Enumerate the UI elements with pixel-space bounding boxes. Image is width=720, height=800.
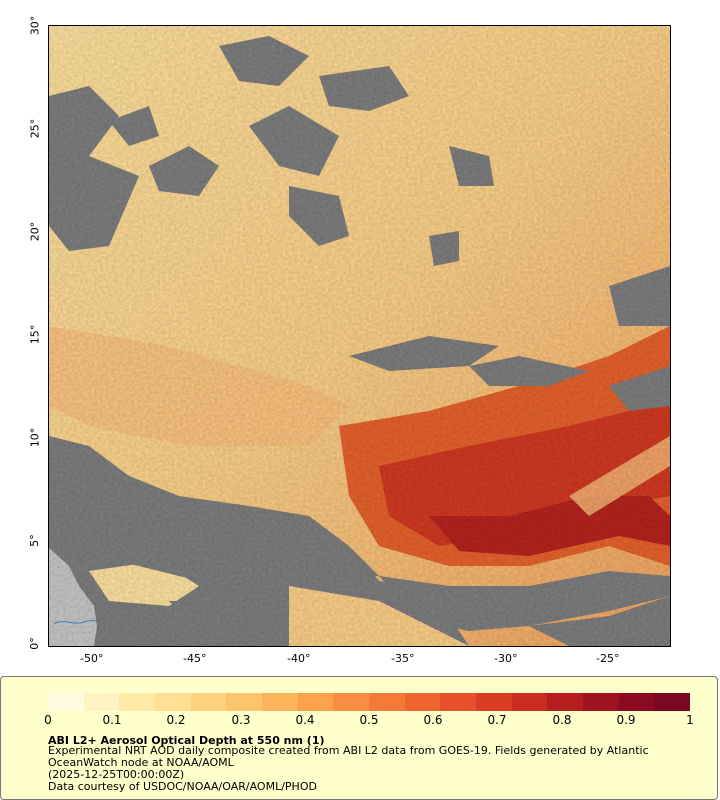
- colorbar-segment: [654, 693, 691, 711]
- colorbar-segment: [333, 693, 370, 711]
- colorbar-segment: [476, 693, 512, 711]
- colorbar-segment: [511, 693, 548, 711]
- y-tick-label: 25°: [28, 118, 42, 139]
- x-tick-label: -30°: [494, 652, 518, 665]
- colorbar-segment: [155, 693, 191, 711]
- colorbar-tick-label: 0.9: [616, 713, 636, 727]
- colorbar-segment: [583, 693, 619, 711]
- colorbar-segment: [618, 693, 655, 711]
- colorbar-segment: [547, 693, 584, 711]
- colorbar-segment: [404, 693, 441, 711]
- colorbar-tick-label: 0.2: [166, 713, 186, 727]
- y-tick-label: 30°: [28, 15, 42, 36]
- colorbar-tick-label: 0.6: [423, 713, 443, 727]
- x-tick-label: -40°: [287, 652, 311, 665]
- colorbar-segment: [369, 693, 405, 711]
- x-tick-label: -50°: [80, 652, 104, 665]
- colorbar-tick-label: 0.7: [487, 713, 507, 727]
- x-tick-label: -45°: [183, 652, 207, 665]
- y-tick-label: 15°: [28, 324, 42, 345]
- colorbar-tick-label: 0.8: [552, 713, 572, 727]
- colorbar-segment: [190, 693, 227, 711]
- colorbar-tick-label: 0.5: [359, 713, 379, 727]
- colorbar-tick-label: 0.1: [102, 713, 122, 727]
- legend-timestamp: (2025-12-25T00:00:00Z): [48, 768, 185, 781]
- colorbar: [48, 693, 691, 711]
- y-tick-label: 0°: [27, 637, 41, 650]
- colorbar-segment: [440, 693, 477, 711]
- colorbar-segment: [48, 693, 84, 711]
- y-tick-label: 5°: [27, 534, 41, 547]
- y-tick-label: 10°: [28, 427, 42, 448]
- map-panel: [48, 25, 671, 647]
- colorbar-tick-label: 0: [44, 713, 52, 727]
- legend-credit: Data courtesy of USDOC/NOAA/OAR/AOML/PHO…: [48, 780, 317, 793]
- y-tick-label: 20°: [28, 221, 42, 242]
- legend-description-2: OceanWatch node at NOAA/AOML: [48, 756, 234, 769]
- colorbar-segment: [297, 693, 334, 711]
- colorbar-segment: [83, 693, 120, 711]
- colorbar-segment: [226, 693, 263, 711]
- legend-description-1: Experimental NRT AOD daily composite cre…: [48, 744, 649, 757]
- colorbar-tick-label: 1: [686, 713, 694, 727]
- x-tick-label: -25°: [596, 652, 620, 665]
- x-tick-label: -35°: [391, 652, 415, 665]
- colorbar-tick-label: 0.4: [295, 713, 315, 727]
- legend-panel: 0 0.1 0.2 0.3 0.4 0.5 0.6 0.7 0.8 0.9 1 …: [0, 676, 718, 800]
- legend-title: ABI L2+ Aerosol Optical Depth at 550 nm …: [48, 734, 325, 747]
- colorbar-segment: [262, 693, 298, 711]
- colorbar-segment: [119, 693, 156, 711]
- aod-map-image: [49, 26, 670, 646]
- colorbar-tick-label: 0.3: [231, 713, 251, 727]
